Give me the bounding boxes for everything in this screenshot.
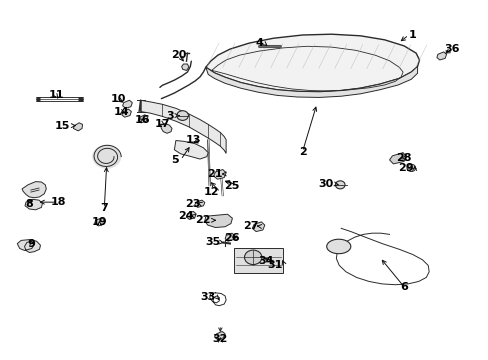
Polygon shape [17,240,41,252]
Text: 33: 33 [200,292,215,302]
Circle shape [335,181,345,189]
Text: 11: 11 [48,90,63,100]
Text: 36: 36 [444,44,459,54]
Polygon shape [73,123,82,131]
Text: 10: 10 [111,94,126,104]
Text: 13: 13 [185,135,201,145]
Polygon shape [95,218,105,226]
Polygon shape [205,66,417,98]
Polygon shape [122,100,132,108]
Text: 31: 31 [267,260,283,270]
Polygon shape [213,170,225,179]
Polygon shape [25,199,42,210]
Text: 30: 30 [318,179,333,189]
Polygon shape [181,64,188,71]
Text: 21: 21 [207,169,223,179]
Text: 7: 7 [100,203,108,213]
Text: 24: 24 [178,211,193,221]
Text: 27: 27 [243,221,259,231]
Text: 18: 18 [51,197,66,207]
Text: 35: 35 [204,238,220,247]
Text: 2: 2 [298,147,306,157]
Polygon shape [22,181,46,198]
Polygon shape [436,52,446,60]
Text: 3: 3 [166,111,174,121]
Text: 28: 28 [395,153,411,163]
Text: 32: 32 [212,334,227,344]
Polygon shape [326,239,350,254]
Polygon shape [122,109,131,117]
Text: 15: 15 [55,121,70,131]
Circle shape [244,250,262,265]
Polygon shape [140,100,225,153]
Text: 20: 20 [171,50,186,60]
FancyBboxPatch shape [233,248,283,274]
Text: 16: 16 [134,114,149,125]
Polygon shape [160,123,172,133]
Circle shape [406,164,415,172]
Text: 1: 1 [408,30,416,40]
Polygon shape [92,145,121,169]
Text: 6: 6 [399,282,407,292]
Text: 12: 12 [203,187,219,197]
Text: 26: 26 [224,233,239,243]
Polygon shape [138,115,147,123]
Polygon shape [389,153,406,164]
Text: 8: 8 [25,199,33,209]
Text: 22: 22 [195,215,210,225]
Text: 4: 4 [255,38,264,48]
Text: 5: 5 [171,155,179,165]
Text: 14: 14 [113,107,129,117]
Polygon shape [205,34,419,92]
Polygon shape [186,211,196,220]
Text: 17: 17 [154,118,170,129]
Polygon shape [174,140,208,159]
Text: 34: 34 [258,256,273,266]
Polygon shape [204,214,232,228]
Text: 23: 23 [185,199,201,209]
Polygon shape [224,233,234,241]
Text: 29: 29 [397,163,413,173]
Text: 25: 25 [224,181,239,191]
Text: 9: 9 [28,239,36,249]
Text: 19: 19 [91,217,107,227]
Polygon shape [194,200,204,207]
Circle shape [177,111,188,120]
Polygon shape [214,332,224,339]
Polygon shape [252,222,264,231]
